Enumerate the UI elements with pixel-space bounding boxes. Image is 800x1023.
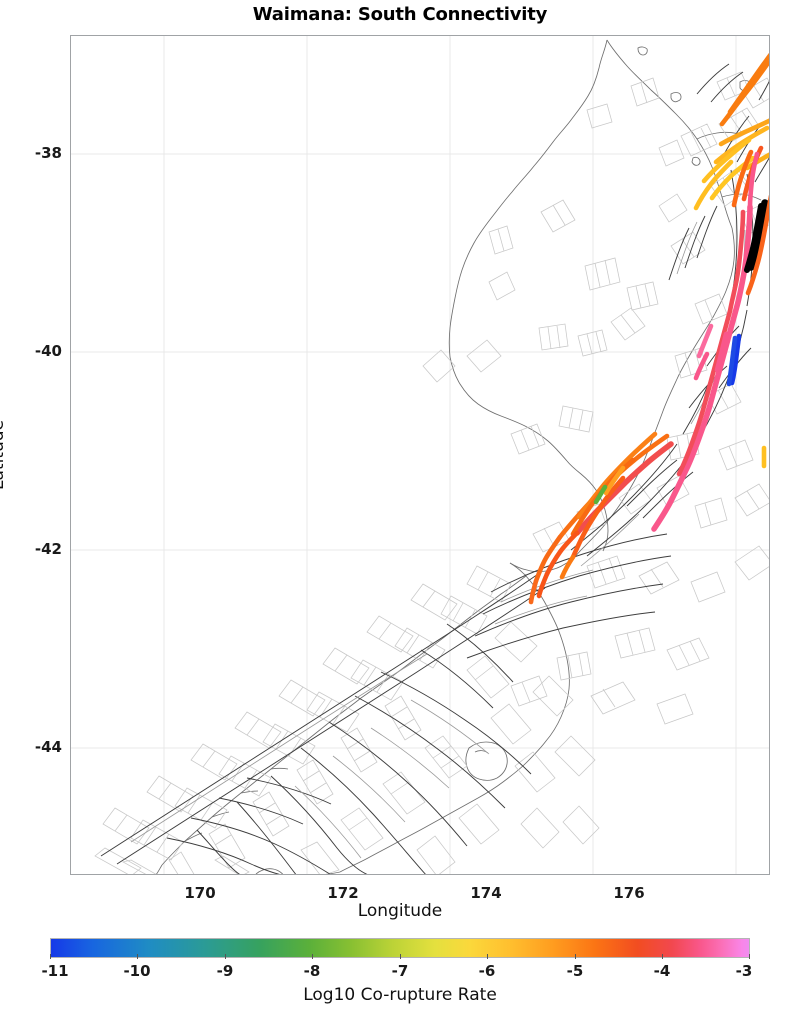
colorbar-tick (312, 954, 313, 959)
x-axis-label: Longitude (357, 901, 443, 921)
source-fault-trace (747, 199, 769, 271)
colorbar-tick-label: -11 (41, 962, 69, 980)
map-axes[interactable]: .coast { fill:none; stroke:#6f6f6f; stro… (70, 35, 770, 875)
colorbar-tick-label: -8 (303, 962, 321, 980)
colorbar-tick (662, 954, 663, 959)
colorbar-label: Log10 Co-rupture Rate (303, 985, 497, 1005)
colorbar-tick-label: -7 (391, 962, 409, 980)
xtick-label: 172 (327, 884, 359, 902)
xtick-label: 174 (470, 884, 502, 902)
colorbar-tick (575, 954, 576, 959)
colorbar-tick-label: -6 (478, 962, 496, 980)
page-title: Waimana: South Connectivity (252, 4, 548, 25)
colorbar-tick (50, 954, 51, 959)
xtick-label: 176 (613, 884, 645, 902)
y-axis-label: Latitude (0, 420, 8, 490)
corupture-layer (528, 52, 769, 605)
grid-lines (71, 36, 769, 874)
colorbar-tick-label: -5 (566, 962, 584, 980)
fault-trace-layer (100, 63, 769, 874)
fault-surface-polygons (94, 71, 769, 874)
colorbar-tick (400, 954, 401, 959)
coastline-layer (156, 39, 762, 874)
colorbar-tick (749, 954, 750, 959)
colorbar-tick (225, 954, 226, 959)
colorbar-tick-label: -3 (735, 962, 753, 980)
colorbar-tick (137, 954, 138, 959)
colorbar-tick-label: -9 (216, 962, 234, 980)
xtick-label: 170 (184, 884, 216, 902)
colorbar-tick-label: -4 (653, 962, 671, 980)
ytick-label: -38 (34, 144, 62, 162)
ytick-label: -42 (34, 540, 62, 558)
ytick-label: -44 (34, 738, 62, 756)
map-svg: .coast { fill:none; stroke:#6f6f6f; stro… (71, 36, 769, 874)
colorbar-tick-label: -10 (123, 962, 151, 980)
colorbar-tick (487, 954, 488, 959)
ytick-label: -40 (34, 342, 62, 360)
colorbar[interactable]: -11 -10 -9 -8 -7 -6 -5 -4 -3 (41, 938, 752, 980)
